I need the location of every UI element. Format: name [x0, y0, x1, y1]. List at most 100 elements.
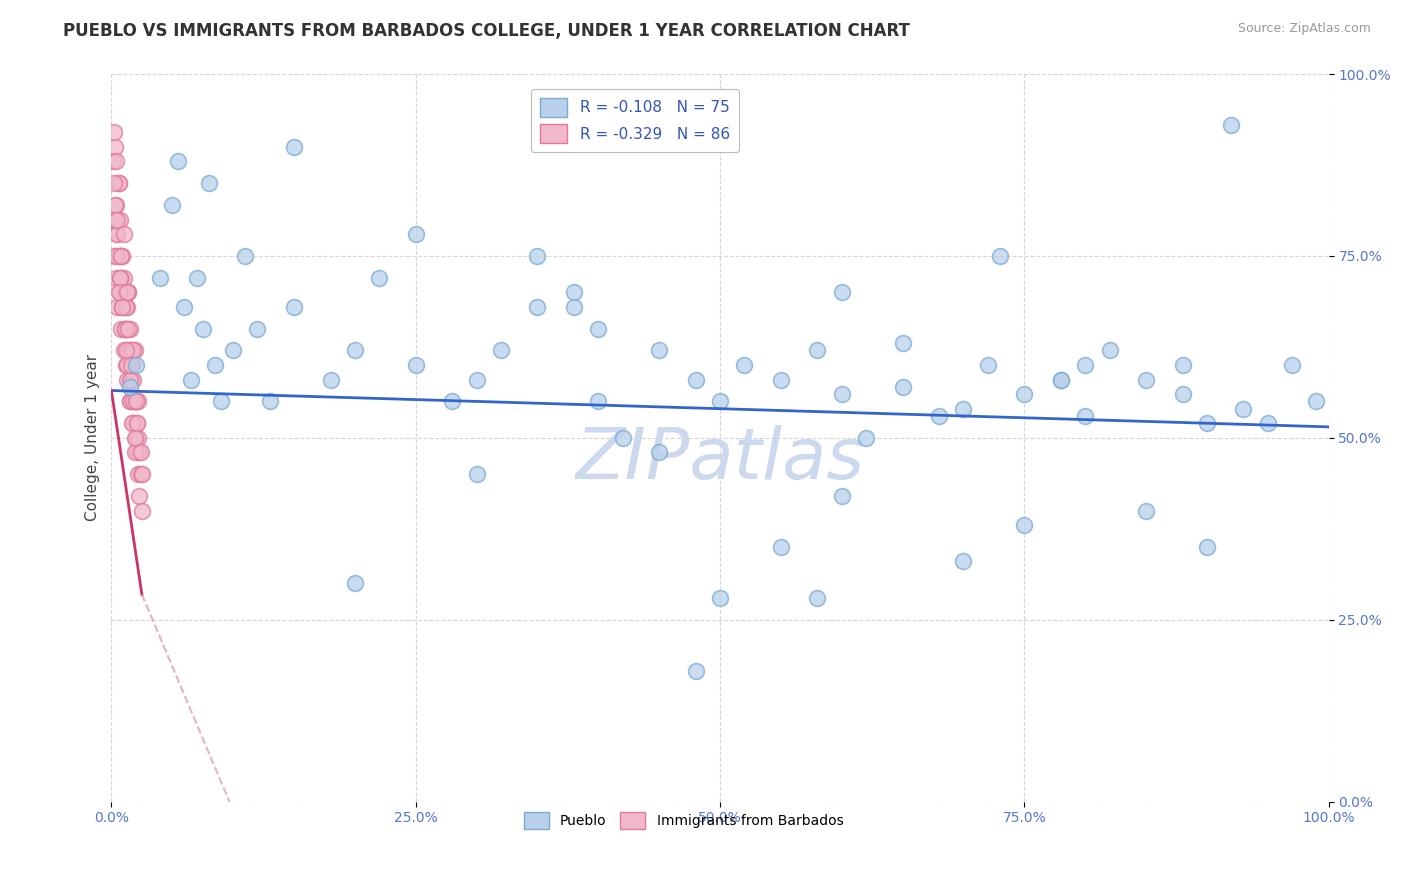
Point [1050, 373, 1073, 387]
Point [120, 343, 142, 358]
Point [114, 321, 136, 335]
Point [107, 300, 129, 314]
Point [125, 394, 148, 409]
Point [117, 285, 139, 300]
Point [120, 373, 142, 387]
Point [465, 373, 488, 387]
Y-axis label: College, Under 1 year: College, Under 1 year [86, 354, 100, 521]
Point [121, 416, 143, 430]
Point [343, 576, 366, 591]
Point [110, 321, 132, 335]
Point [588, 394, 610, 409]
Point [1135, 373, 1157, 387]
Point [127, 467, 149, 482]
Point [125, 416, 148, 430]
Point [115, 343, 138, 358]
Point [891, 380, 914, 394]
Point [831, 285, 853, 300]
Point [167, 154, 190, 169]
Point [648, 445, 671, 459]
Point [131, 467, 153, 482]
Point [111, 300, 134, 314]
Point [246, 321, 269, 335]
Point [343, 343, 366, 358]
Point [114, 285, 136, 300]
Point [149, 270, 172, 285]
Point [115, 300, 138, 314]
Point [103, 212, 125, 227]
Point [101, 154, 124, 169]
Point [105, 154, 128, 169]
Point [1171, 358, 1194, 372]
Point [107, 176, 129, 190]
Point [685, 373, 707, 387]
Point [562, 300, 585, 314]
Point [105, 270, 128, 285]
Point [117, 285, 139, 300]
Point [128, 489, 150, 503]
Point [368, 270, 391, 285]
Point [806, 343, 828, 358]
Point [115, 358, 138, 372]
Point [1257, 416, 1279, 430]
Point [952, 554, 974, 568]
Point [1050, 373, 1073, 387]
Point [1281, 358, 1303, 372]
Point [685, 664, 707, 678]
Point [124, 431, 146, 445]
Point [259, 394, 281, 409]
Point [110, 249, 132, 263]
Point [112, 270, 135, 285]
Point [988, 249, 1011, 263]
Point [131, 503, 153, 517]
Point [125, 394, 148, 409]
Point [952, 401, 974, 416]
Point [115, 358, 138, 372]
Point [125, 416, 148, 430]
Point [115, 373, 138, 387]
Point [103, 176, 125, 190]
Point [121, 358, 143, 372]
Point [122, 373, 145, 387]
Point [709, 394, 731, 409]
Point [891, 336, 914, 351]
Point [110, 249, 132, 263]
Point [831, 387, 853, 401]
Point [125, 445, 148, 459]
Point [855, 431, 877, 445]
Point [104, 198, 127, 212]
Point [209, 394, 232, 409]
Point [1220, 118, 1243, 132]
Point [1098, 343, 1121, 358]
Point [122, 416, 145, 430]
Point [1195, 416, 1218, 430]
Point [588, 321, 610, 335]
Point [180, 373, 202, 387]
Point [125, 431, 148, 445]
Point [806, 591, 828, 605]
Point [769, 540, 792, 554]
Point [709, 591, 731, 605]
Point [129, 445, 152, 459]
Point [124, 394, 146, 409]
Point [1074, 409, 1097, 423]
Point [1195, 540, 1218, 554]
Point [1135, 503, 1157, 517]
Point [319, 373, 342, 387]
Point [127, 431, 149, 445]
Point [115, 285, 138, 300]
Point [111, 249, 134, 263]
Point [112, 227, 135, 241]
Point [648, 343, 671, 358]
Point [733, 358, 755, 372]
Point [117, 321, 139, 335]
Point [115, 321, 138, 335]
Point [441, 394, 464, 409]
Point [118, 373, 141, 387]
Point [108, 270, 131, 285]
Point [120, 343, 142, 358]
Point [108, 285, 131, 300]
Point [124, 445, 146, 459]
Point [114, 321, 136, 335]
Text: PUEBLO VS IMMIGRANTS FROM BARBADOS COLLEGE, UNDER 1 YEAR CORRELATION CHART: PUEBLO VS IMMIGRANTS FROM BARBADOS COLLE… [63, 22, 910, 40]
